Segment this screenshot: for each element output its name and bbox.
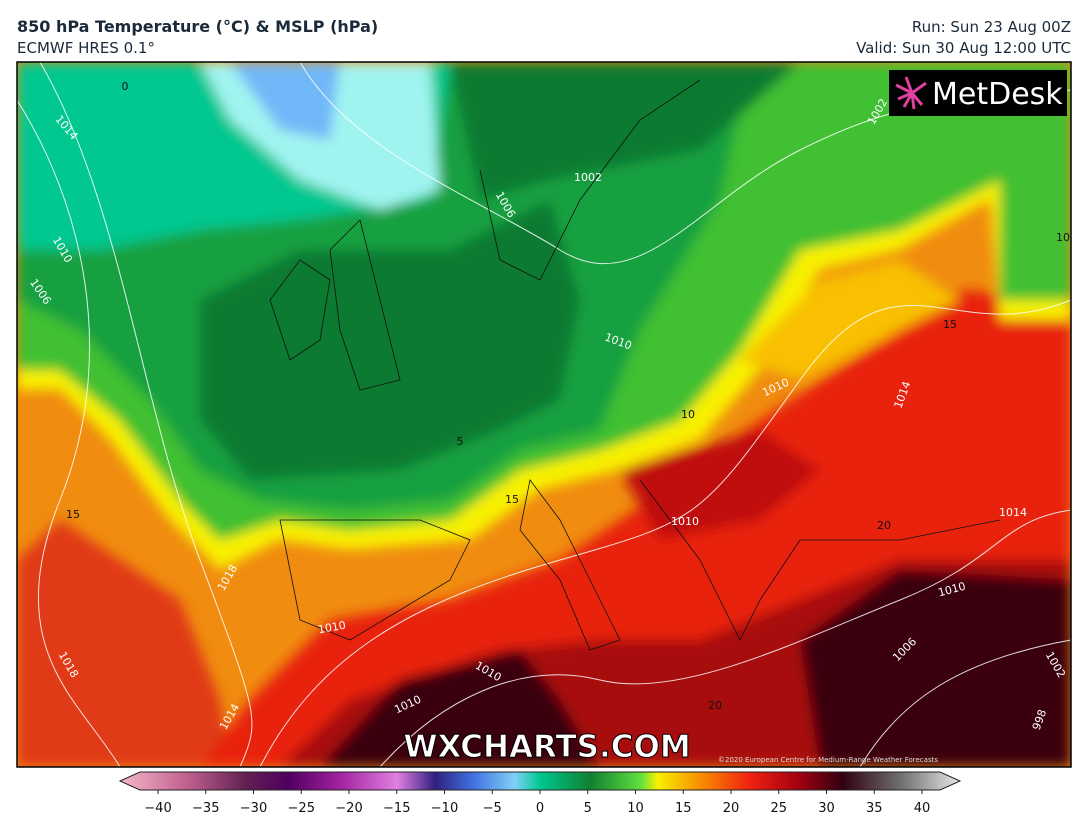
logo-box <box>889 70 1067 116</box>
contour-label: 1014 <box>999 506 1027 519</box>
colorbar-tick-label: −15 <box>383 801 410 816</box>
valid-time: Valid: Sun 30 Aug 12:00 UTC <box>856 39 1071 57</box>
contour-label: 10 <box>681 408 695 421</box>
contour-label: 10 <box>1056 231 1070 244</box>
colorbar-tick-label: −40 <box>144 801 171 816</box>
colorbar-tick-label: 10 <box>627 801 644 816</box>
colorbar-tick-label: 35 <box>866 801 883 816</box>
colorbar-tick-label: −10 <box>431 801 458 816</box>
contour-label: 1010 <box>317 619 347 637</box>
contour-label: 20 <box>877 519 891 532</box>
contour-label: 5 <box>457 435 464 448</box>
colorbar-tick-label: 40 <box>914 801 931 816</box>
map-frame <box>16 61 1072 768</box>
colorbar-tick-label: 15 <box>675 801 692 816</box>
title: 850 hPa Temperature (°C) & MSLP (hPa) <box>17 17 378 36</box>
contour-label: 0 <box>122 80 129 93</box>
colorbar-tick-label: 25 <box>770 801 787 816</box>
contour-label: 20 <box>708 699 722 712</box>
colorbar-tick-label: −30 <box>240 801 267 816</box>
colorbar-tick-label: −25 <box>288 801 315 816</box>
contour-label: 15 <box>66 508 80 521</box>
colorbar-tick-label: −20 <box>335 801 362 816</box>
isobars <box>17 62 1071 767</box>
colorbar-tick-label: −5 <box>483 801 502 816</box>
run-time: Run: Sun 23 Aug 00Z <box>912 18 1071 36</box>
logo-icon <box>895 76 927 110</box>
copyright: ©2020 European Centre for Medium-Range W… <box>718 756 938 764</box>
coastlines <box>269 79 1001 651</box>
colorbar <box>118 771 962 791</box>
colorbar-ticks: −40 −35 −30 −25 −20 −15 −10 −5 0 5 10 15 20 25 30 35 40 <box>144 790 930 816</box>
subtitle: ECMWF HRES 0.1° <box>17 39 155 57</box>
contour-label: 1002 <box>574 171 602 184</box>
contour-label: 15 <box>943 318 957 331</box>
colorbar-tick-label: 0 <box>536 801 544 816</box>
contour-label: 1010 <box>671 515 699 528</box>
colorbar-bar <box>118 771 962 791</box>
colorbar-tick-label: 5 <box>584 801 592 816</box>
colorbar-tick-label: 20 <box>723 801 740 816</box>
colorbar-tick-label: −35 <box>192 801 219 816</box>
contour-label: 15 <box>505 493 519 506</box>
watermark: WXCHARTS.COM <box>403 729 690 765</box>
colorbar-tick-label: 30 <box>818 801 835 816</box>
logo-text: MetDesk <box>932 77 1063 112</box>
